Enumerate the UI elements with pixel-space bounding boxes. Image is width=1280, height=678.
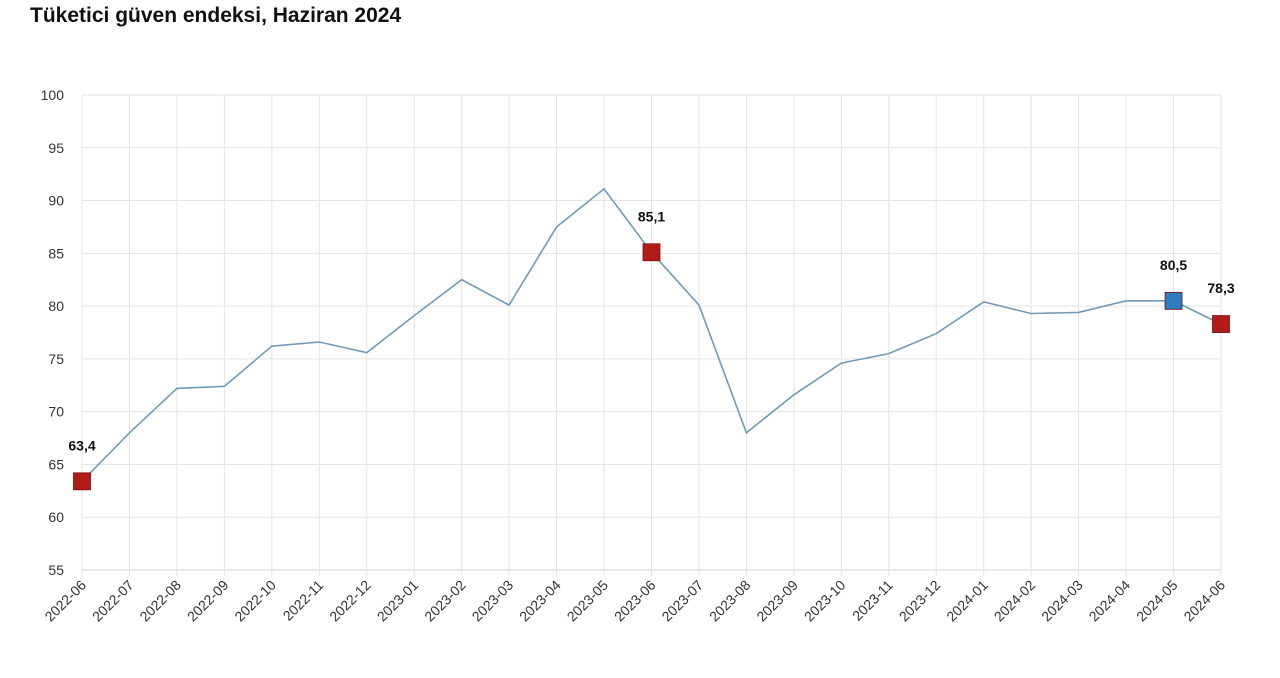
- x-tick-label: 2023-07: [658, 577, 706, 625]
- data-point: [175, 386, 179, 390]
- x-tick-label: 2022-07: [89, 577, 137, 625]
- x-tick-label: 2022-10: [231, 577, 279, 625]
- data-point: [222, 384, 226, 388]
- x-tick-label: 2022-11: [280, 577, 327, 624]
- data-point: [1124, 299, 1128, 303]
- y-tick-label: 55: [48, 562, 64, 578]
- x-tick-label: 2023-10: [801, 577, 849, 625]
- chart-title: Tüketici güven endeksi, Haziran 2024: [30, 4, 402, 27]
- y-tick-label: 70: [48, 404, 64, 420]
- data-point: [1029, 312, 1033, 316]
- y-tick-label: 95: [48, 140, 64, 156]
- data-point: [982, 300, 986, 304]
- x-tick-label: 2023-08: [706, 577, 754, 625]
- x-tick-label: 2024-06: [1180, 577, 1228, 625]
- x-tick-label: 2023-09: [753, 577, 801, 625]
- y-tick-label: 100: [41, 87, 65, 103]
- data-label: 80,5: [1160, 257, 1187, 273]
- x-tick-label: 2023-03: [469, 577, 517, 625]
- x-tick-label: 2023-11: [849, 577, 896, 624]
- x-tick-label: 2023-12: [896, 577, 944, 625]
- data-point: [602, 187, 606, 191]
- x-tick-label: 2023-02: [421, 577, 469, 625]
- x-tick-label: 2023-05: [564, 577, 612, 625]
- x-tick-label: 2024-02: [991, 577, 1039, 625]
- data-point: [460, 278, 464, 282]
- y-tick-label: 80: [48, 298, 64, 314]
- y-tick-label: 65: [48, 456, 64, 472]
- x-tick-label: 2024-03: [1038, 577, 1086, 625]
- highlight-marker: [73, 472, 91, 491]
- data-label: 85,1: [638, 208, 665, 224]
- x-tick-label: 2023-01: [374, 577, 422, 625]
- x-tick-label: 2024-04: [1086, 577, 1134, 625]
- highlight-marker: [1212, 315, 1230, 333]
- data-point: [792, 393, 796, 397]
- x-tick-label: 2024-05: [1133, 577, 1181, 625]
- highlight-marker: [1164, 291, 1183, 310]
- y-tick-label: 90: [48, 193, 64, 209]
- data-point: [317, 340, 321, 344]
- data-point: [270, 344, 274, 348]
- data-point: [1077, 310, 1081, 314]
- data-point: [697, 303, 701, 307]
- y-tick-label: 85: [48, 245, 64, 261]
- data-point: [887, 352, 891, 356]
- data-point: [365, 351, 369, 355]
- data-point: [412, 314, 416, 318]
- x-tick-label: 2024-01: [943, 577, 991, 625]
- x-tick-label: 2022-06: [41, 577, 89, 625]
- data-point: [507, 303, 511, 307]
- highlight-marker: [642, 243, 661, 262]
- data-label: 63,4: [68, 437, 95, 453]
- data-point: [555, 225, 559, 229]
- data-point: [127, 431, 131, 435]
- x-tick-label: 2023-06: [611, 577, 659, 625]
- data-label: 78,3: [1207, 280, 1234, 296]
- x-tick-label: 2022-09: [184, 577, 232, 625]
- x-tick-label: 2022-08: [136, 577, 184, 625]
- y-tick-label: 75: [48, 351, 64, 367]
- x-tick-label: 2022-12: [326, 577, 374, 625]
- y-tick-label: 60: [48, 509, 64, 525]
- x-tick-label: 2023-04: [516, 577, 564, 625]
- data-point: [934, 332, 938, 336]
- data-point: [744, 431, 748, 435]
- data-point: [839, 361, 843, 365]
